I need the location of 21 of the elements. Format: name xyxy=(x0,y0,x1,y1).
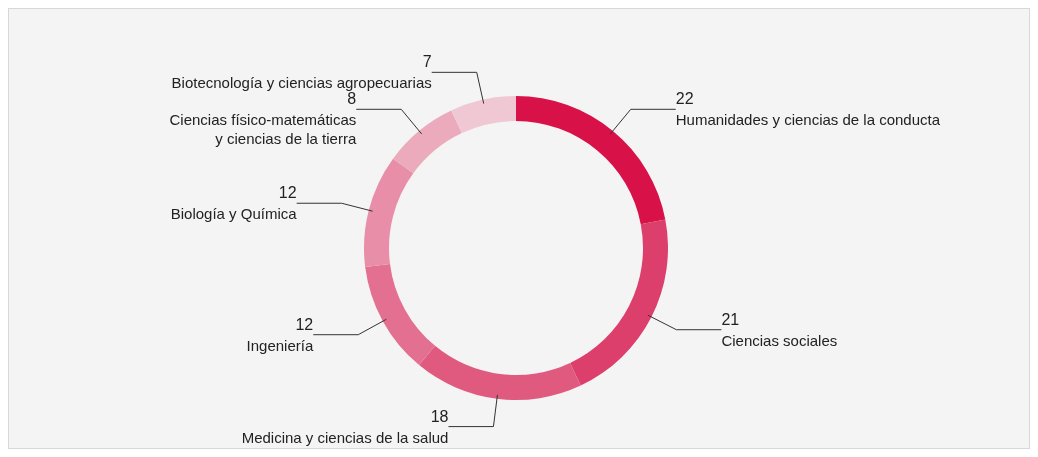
slice-label: Ciencias físico-matemáticas y ciencias de la tierra xyxy=(169,111,357,148)
data-label: 7 xyxy=(422,53,432,71)
donut-slice xyxy=(451,96,516,134)
slice-label: Biología y Química xyxy=(170,205,298,223)
donut-slice xyxy=(419,345,581,400)
slice-label: Medicina y ciencias de la salud xyxy=(241,428,449,446)
data-label: 8 xyxy=(347,90,357,108)
donut-slice xyxy=(570,219,668,386)
donut-slice xyxy=(393,110,462,174)
data-label: 12 xyxy=(295,315,314,333)
donut-slice xyxy=(516,96,666,225)
donut-slice xyxy=(365,263,436,366)
slice-label: Humanidades y ciencias de la conducta xyxy=(675,111,941,129)
slice-label: Ingeniería xyxy=(246,336,314,354)
data-label: 12 xyxy=(278,184,297,202)
slice-label: Ciencias sociales xyxy=(721,331,838,349)
data-label: 21 xyxy=(721,310,740,328)
data-label: 18 xyxy=(430,407,449,425)
donut-slice xyxy=(364,158,414,268)
slice-label: Biotecnología y ciencias agropecuarias xyxy=(171,74,432,92)
data-label: 22 xyxy=(675,90,694,108)
